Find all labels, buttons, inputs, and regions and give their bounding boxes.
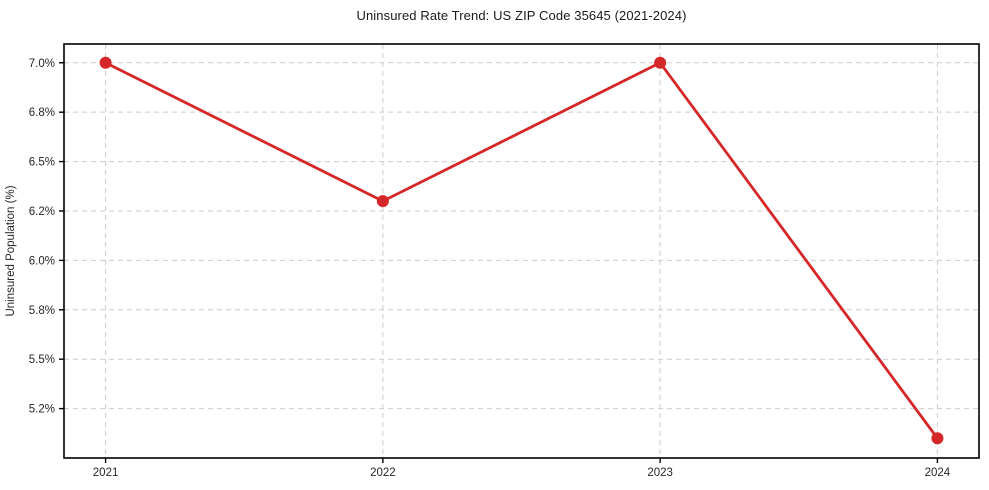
- y-tick-label: 6.5%: [29, 157, 55, 169]
- y-tick-label: 6.8%: [29, 107, 55, 119]
- y-axis-label: Uninsured Population (%): [5, 185, 17, 316]
- y-tick-label: 5.8%: [29, 305, 55, 317]
- y-tick-label: 6.2%: [29, 206, 55, 218]
- plot-border: [63, 43, 980, 459]
- y-tick-label: 7.0%: [29, 58, 55, 70]
- x-tick-label: 2022: [370, 467, 396, 479]
- x-tick-label: 2021: [93, 467, 119, 479]
- chart-title: Uninsured Rate Trend: US ZIP Code 35645 …: [356, 8, 687, 23]
- data-point-marker: [654, 56, 667, 69]
- data-point-marker: [376, 195, 389, 208]
- data-point-marker: [99, 56, 112, 69]
- y-tick-label: 5.5%: [29, 354, 55, 366]
- y-tick-label: 6.0%: [29, 255, 55, 267]
- data-point-marker: [931, 432, 944, 445]
- x-tick-label: 2024: [925, 467, 951, 479]
- trend-line: [104, 61, 939, 440]
- y-tick-label: 5.2%: [29, 404, 55, 416]
- x-tick-label: 2023: [647, 467, 673, 479]
